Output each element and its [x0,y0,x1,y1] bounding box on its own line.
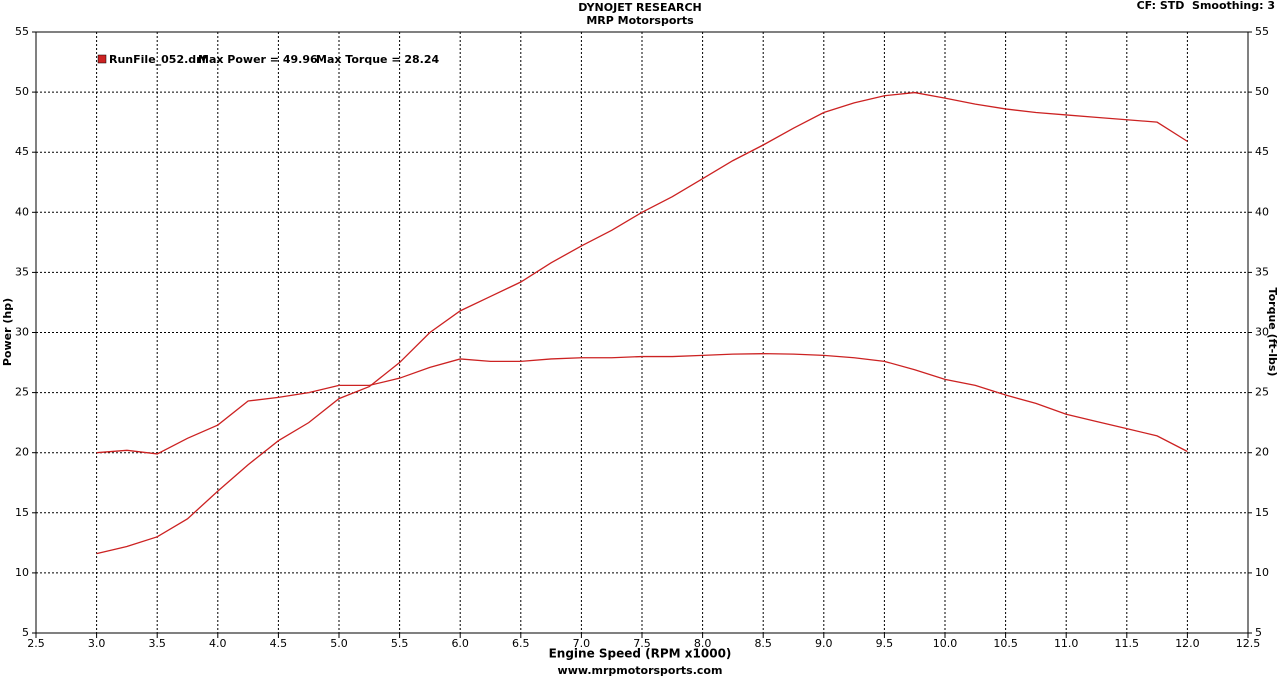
x-tick-label: 3.0 [88,637,106,650]
x-tick-label: 6.5 [512,637,530,650]
x-tick-label: 12.0 [1175,637,1200,650]
x-tick-label: 5.0 [330,637,348,650]
x-tick-label: 4.5 [270,637,288,650]
x-tick-label: 8.0 [694,637,712,650]
y2-tick-label: 40 [1255,205,1269,218]
y2-tick-label: 15 [1255,506,1269,519]
y2-tick-label: 45 [1255,145,1269,158]
max-torque: Max Torque = 28.24 [316,53,440,66]
y-axis-label: Power (hp) [1,298,14,366]
y2-tick-label: 20 [1255,446,1269,459]
y-tick-label: 55 [15,25,29,38]
x-tick-label: 7.5 [633,637,651,650]
y-tick-label: 45 [15,145,29,158]
y-tick-label: 15 [15,506,29,519]
y-tick-label: 20 [15,446,29,459]
x-tick-label: 5.5 [391,637,409,650]
y2-tick-label: 35 [1255,265,1269,278]
y-tick-label: 40 [15,205,29,218]
x-tick-label: 10.0 [933,637,958,650]
x-tick-label: 2.5 [27,637,45,650]
y-tick-label: 10 [15,566,29,579]
y2-tick-label: 5 [1255,626,1262,639]
footer: www.mrpmotorsports.com [558,664,723,677]
x-tick-label: 7.0 [573,637,591,650]
y2-tick-label: 10 [1255,566,1269,579]
legend-label: RunFile_052.drf [109,53,207,66]
y2-axis-label: Torque (ft-lbs) [1266,288,1279,377]
x-tick-label: 10.5 [993,637,1018,650]
max-power: Max Power = 49.96 [198,53,318,66]
x-tick-label: 12.5 [1236,637,1261,650]
x-tick-label: 11.5 [1115,637,1140,650]
x-tick-label: 9.0 [815,637,833,650]
y-tick-label: 25 [15,386,29,399]
x-tick-label: 8.5 [754,637,772,650]
x-tick-label: 6.0 [451,637,469,650]
chart-subtitle: MRP Motorsports [586,14,694,27]
y2-tick-label: 50 [1255,85,1269,98]
y-tick-label: 5 [22,626,29,639]
series-line [96,91,1188,555]
x-tick-label: 9.5 [876,637,894,650]
corner-text: CF: STD Smoothing: 3 [1137,0,1275,12]
series-line [96,353,1188,455]
y2-tick-label: 55 [1255,25,1269,38]
y2-tick-label: 25 [1255,386,1269,399]
y-tick-label: 50 [15,85,29,98]
legend-swatch [97,54,107,64]
x-axis-label: Engine Speed (RPM x1000) [549,647,732,661]
y-tick-label: 35 [15,265,29,278]
chart-title: DYNOJET RESEARCH [578,1,701,14]
x-tick-label: 11.0 [1054,637,1079,650]
y2-tick-label: 30 [1255,326,1269,339]
y-tick-label: 30 [15,326,29,339]
x-tick-label: 3.5 [148,637,166,650]
x-tick-label: 4.0 [209,637,227,650]
